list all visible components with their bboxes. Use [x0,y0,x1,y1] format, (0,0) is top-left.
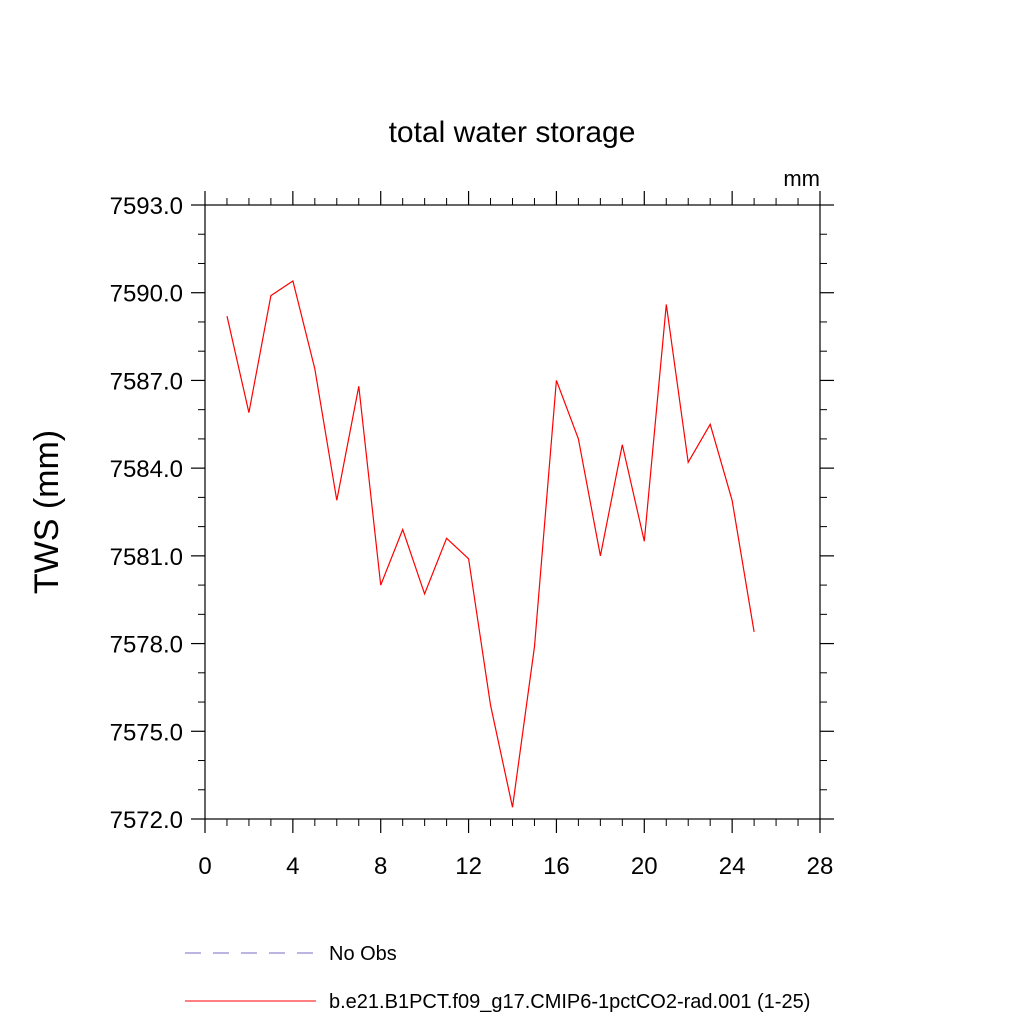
x-tick-label: 24 [719,853,746,880]
legend-label: b.e21.B1PCT.f09_g17.CMIP6-1pctCO2-rad.00… [329,991,810,1013]
y-tick-label: 7578.0 [110,632,183,659]
x-tick-label: 0 [198,853,211,880]
y-axis-label: TWS (mm) [28,430,66,594]
y-tick-label: 7593.0 [110,193,183,220]
y-tick-label: 7572.0 [110,807,183,834]
x-tick-label: 4 [286,853,299,880]
plot-frame [204,204,821,820]
legend: No Obs b.e21.B1PCT.f09_g17.CMIP6-1pctCO2-… [185,943,810,1013]
series-layer [226,280,755,808]
legend-label: No Obs [329,943,397,965]
series-line-0 [226,280,755,808]
x-tick-label: 12 [455,853,482,880]
x-tick-label: 16 [543,853,570,880]
x-tick-label: 8 [374,853,387,880]
x-tick-label: 20 [631,853,658,880]
units-label: mm [783,166,820,191]
y-tick-label: 7587.0 [110,368,183,395]
chart-title: total water storage [389,116,636,149]
y-tick-label: 7590.0 [110,281,183,308]
y-tick-label: 7575.0 [110,719,183,746]
x-tick-label: 28 [807,853,834,880]
tick-labels: 0 4 8 12 16 20 24 28 7572.0 7575.0 7578.0 7581.0 758… [110,193,834,880]
y-tick-label: 7581.0 [110,544,183,571]
axis-ticks [191,191,834,833]
y-tick-label: 7584.0 [110,456,183,483]
